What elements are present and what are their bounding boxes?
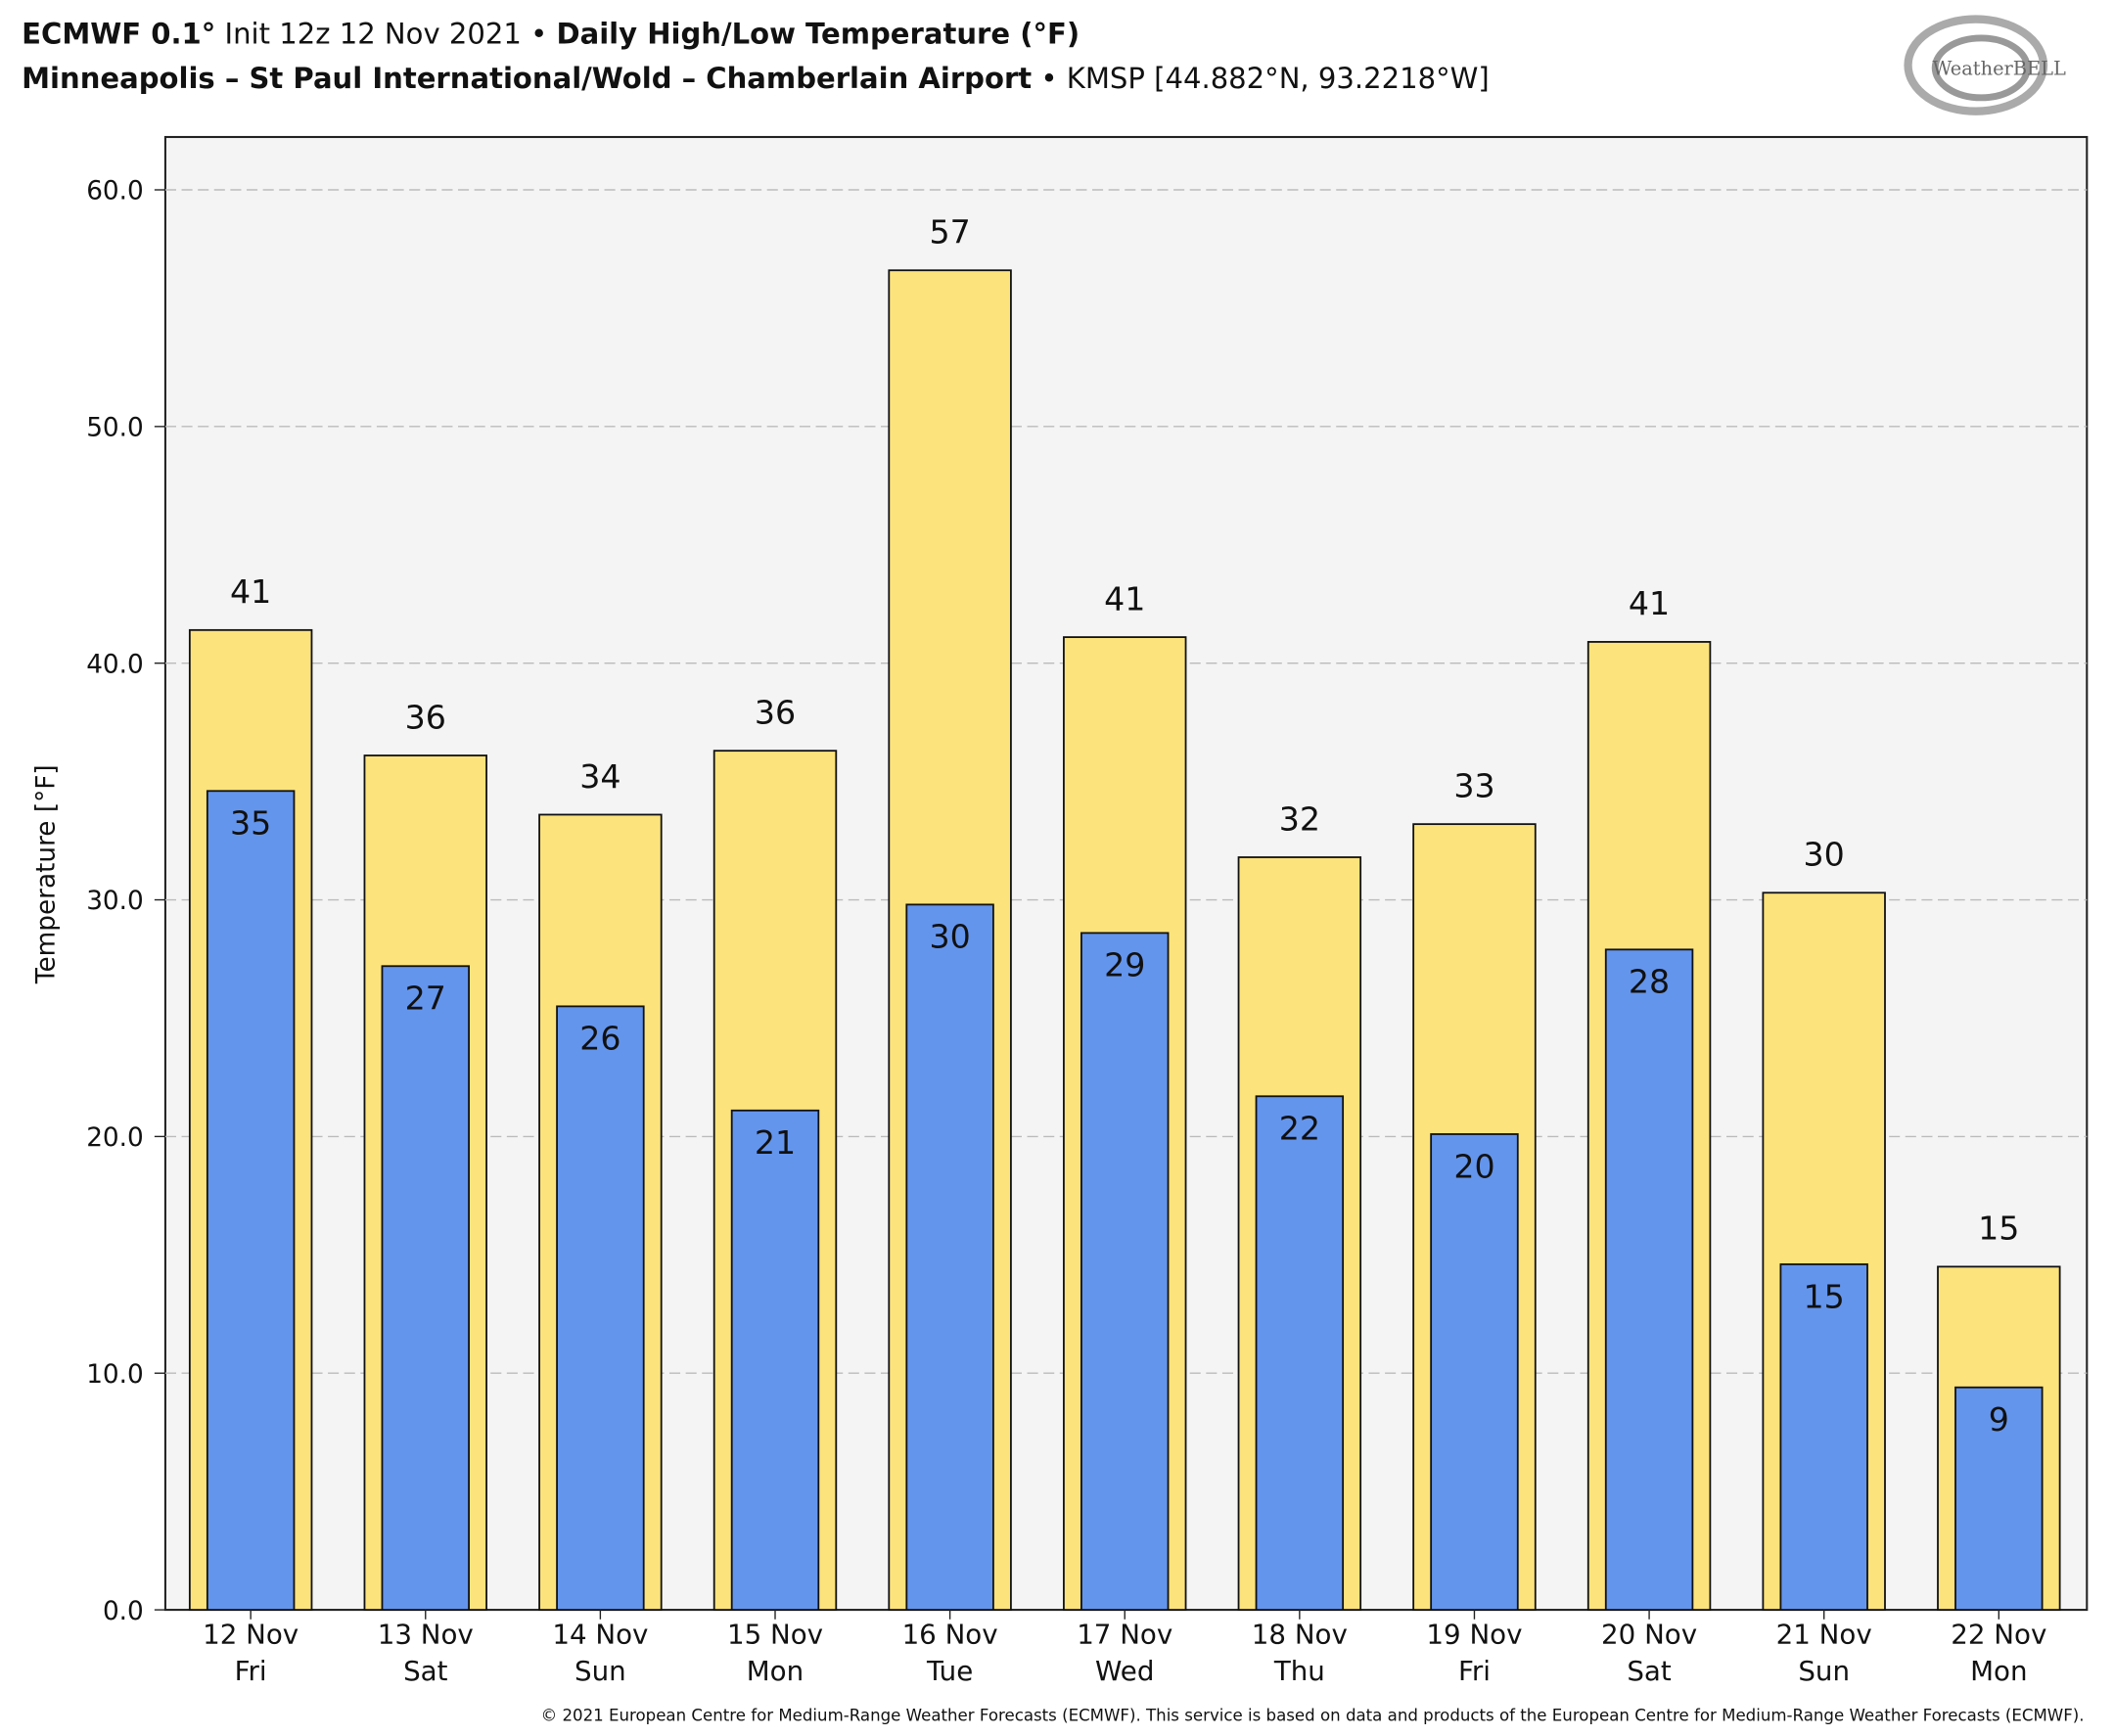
bar-low (730, 1109, 820, 1611)
y-tick-label: 10.0 (86, 1360, 144, 1390)
y-tick-label: 40.0 (86, 650, 144, 679)
data-label-high: 30 (1804, 836, 1845, 874)
svg-text:WeatherBELL: WeatherBELL (1932, 57, 2066, 79)
bar-low (1954, 1386, 2044, 1611)
x-tick-label-date: 21 Nov (1776, 1619, 1872, 1651)
data-label-low: 27 (405, 980, 446, 1018)
data-label-low: 9 (1989, 1400, 2009, 1439)
data-label-low: 21 (755, 1123, 796, 1162)
x-tick-label-day: Mon (747, 1655, 804, 1687)
x-tick-label-day: Wed (1095, 1655, 1154, 1687)
data-label-low: 28 (1629, 963, 1670, 1001)
bar-low (1604, 948, 1694, 1611)
x-tick-label-date: 20 Nov (1601, 1619, 1697, 1651)
data-label-low: 20 (1453, 1147, 1494, 1185)
data-label-low: 29 (1104, 946, 1145, 984)
data-label-high: 36 (755, 693, 796, 731)
data-label-high: 33 (1453, 766, 1494, 804)
data-label-high: 41 (230, 572, 271, 611)
data-label-high: 34 (579, 757, 620, 796)
x-tick-label-date: 15 Nov (727, 1619, 823, 1651)
data-label-high: 32 (1279, 799, 1320, 838)
bar-low (381, 965, 470, 1611)
x-tick-label-date: 19 Nov (1426, 1619, 1522, 1651)
data-label-high: 41 (1629, 584, 1670, 622)
data-label-low: 30 (929, 918, 970, 956)
y-tick-label: 0.0 (103, 1597, 144, 1626)
data-label-high: 57 (929, 213, 970, 251)
data-label-low: 35 (230, 804, 271, 843)
x-tick-label-day: Thu (1273, 1655, 1325, 1687)
x-tick-label-date: 22 Nov (1951, 1619, 2046, 1651)
x-tick-label-day: Sun (1798, 1655, 1850, 1687)
data-label-high: 15 (1978, 1210, 2019, 1248)
bar-low (1430, 1133, 1519, 1611)
y-axis-label: Temperature [°F] (31, 764, 61, 984)
data-label-high: 41 (1104, 579, 1145, 617)
x-tick-label-date: 12 Nov (203, 1619, 299, 1651)
x-tick-label-date: 17 Nov (1077, 1619, 1172, 1651)
bar-low (1255, 1095, 1345, 1611)
x-tick-label-day: Sun (574, 1655, 626, 1687)
weatherbell-logo: WeatherBELL (1904, 15, 2066, 115)
x-tick-label-day: Fri (1458, 1655, 1491, 1687)
x-tick-label-date: 18 Nov (1252, 1619, 1348, 1651)
data-label-low: 26 (579, 1020, 620, 1058)
data-label-low: 22 (1279, 1110, 1320, 1148)
y-tick-label: 60.0 (86, 177, 144, 206)
bar-low (1080, 932, 1170, 1611)
x-tick-label-day: Mon (1970, 1655, 2027, 1687)
y-tick-label: 20.0 (86, 1123, 144, 1153)
x-tick-label-day: Tue (926, 1655, 973, 1687)
y-tick-label: 50.0 (86, 414, 144, 443)
chart-title-line1: ECMWF 0.1° Init 12z 12 Nov 2021 • Daily … (22, 17, 1080, 50)
data-label-low: 15 (1804, 1277, 1845, 1315)
x-tick-label-date: 16 Nov (902, 1619, 998, 1651)
x-tick-label-day: Sat (1627, 1655, 1672, 1687)
footer-copyright: © 2021 European Centre for Medium-Range … (541, 1707, 2085, 1725)
y-tick-label: 30.0 (86, 887, 144, 916)
x-tick-label-day: Fri (235, 1655, 267, 1687)
chart-title-line2: Minneapolis – St Paul International/Wold… (22, 62, 1490, 95)
x-tick-label-date: 14 Nov (552, 1619, 648, 1651)
bar-low (206, 790, 296, 1611)
x-tick-label-day: Sat (403, 1655, 448, 1687)
bar-low (556, 1005, 645, 1611)
data-label-high: 36 (405, 698, 446, 736)
bar-low (1779, 1263, 1868, 1611)
x-tick-label-date: 13 Nov (378, 1619, 474, 1651)
bar-low (905, 903, 994, 1611)
